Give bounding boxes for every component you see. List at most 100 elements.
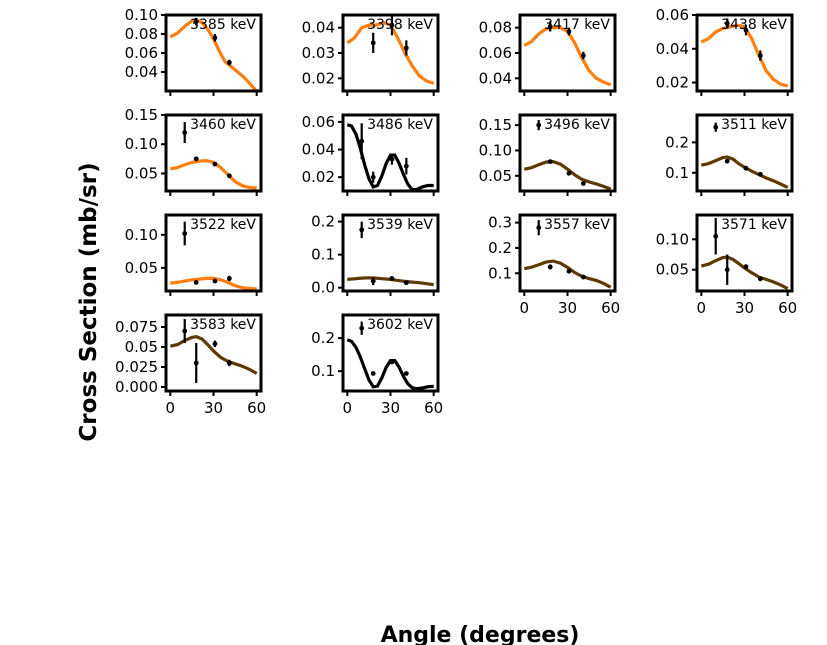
- y-tick-label: 0.05: [656, 261, 689, 279]
- data-point: [403, 163, 409, 169]
- fit-curve: [523, 259, 612, 289]
- x-tick-label: 0: [520, 299, 530, 317]
- subplot: 0.1 0.2 0 30 60 3602 keV: [311, 313, 443, 417]
- data-point: [403, 45, 409, 51]
- y-tick-label: 0.10: [479, 141, 512, 159]
- x-tick-label: 60: [424, 399, 443, 417]
- data-point: [389, 276, 395, 281]
- data-point: [743, 165, 749, 171]
- data-point: [743, 264, 749, 270]
- x-tick-label: 60: [601, 299, 620, 317]
- panel-energy-label: 3496 keV: [544, 117, 610, 133]
- y-tick-label: 0.15: [125, 106, 158, 124]
- subplot: 0.05 0.10 0.15 3460 keV: [125, 106, 263, 196]
- data-point: [359, 325, 365, 331]
- x-tick-label: 60: [247, 399, 266, 417]
- y-tick-label: 0.02: [302, 168, 335, 186]
- data-point: [212, 35, 218, 41]
- y-tick-label: 0.04: [125, 63, 158, 81]
- y-tick-label: 0.04: [302, 19, 335, 37]
- data-point: [226, 173, 232, 179]
- y-tick-label: 0.05: [125, 164, 158, 182]
- x-tick-label: 30: [204, 399, 223, 417]
- fit-curve: [170, 276, 257, 291]
- data-point: [370, 40, 376, 46]
- panel-energy-label: 3511 keV: [721, 117, 787, 133]
- data-point: [757, 276, 763, 282]
- data-point: [566, 29, 572, 34]
- subplot: 0.040.060.080.10 3385 keV: [125, 6, 263, 96]
- x-tick-label: 0: [697, 299, 707, 317]
- subplot: 0.02 0.03 0.04 3398 keV: [302, 13, 440, 96]
- data-point: [580, 181, 586, 186]
- y-tick-label: 0.06: [125, 44, 158, 62]
- y-tick-label: 0.02: [302, 69, 335, 87]
- panel-energy-label: 3539 keV: [367, 217, 433, 233]
- fit-curve: [169, 18, 258, 91]
- data-point: [182, 130, 188, 135]
- y-tick-label: 0.075: [115, 318, 158, 336]
- y-tick-label: 0.08: [479, 19, 512, 37]
- y-tick-label: 0.1: [311, 362, 335, 380]
- data-point: [566, 170, 572, 176]
- y-tick-label: 0.3: [488, 214, 512, 232]
- y-tick-label: 0.1: [665, 164, 689, 182]
- x-tick-label: 0: [166, 399, 176, 417]
- panel-energy-label: 3557 keV: [544, 217, 610, 233]
- data-point: [182, 328, 188, 334]
- panel-energy-label: 3438 keV: [721, 17, 787, 33]
- panel-energy-label: 3460 keV: [190, 117, 256, 133]
- panel-energy-label: 3583 keV: [190, 317, 256, 333]
- data-point: [536, 122, 542, 128]
- x-tick-label: 30: [558, 299, 577, 317]
- panel-energy-label: 3571 keV: [721, 217, 787, 233]
- data-point: [757, 53, 763, 58]
- panel-energy-label: 3486 keV: [367, 117, 433, 133]
- y-tick-label: 0.025: [115, 358, 158, 376]
- x-tick-label: 60: [778, 299, 797, 317]
- data-point: [580, 274, 586, 280]
- fit-curve: [169, 334, 258, 375]
- y-tick-label: 0.05: [479, 167, 512, 185]
- y-tick-label: 0.04: [302, 141, 335, 159]
- y-tick-label: 0.10: [125, 226, 158, 244]
- x-tick-label: 0: [343, 399, 353, 417]
- y-tick-label: 0.04: [479, 69, 512, 87]
- y-tick-label: 0.2: [665, 133, 689, 151]
- data-point: [547, 24, 553, 29]
- y-tick-label: 0.04: [656, 40, 689, 58]
- panel-energy-label: 3522 keV: [190, 217, 256, 233]
- subplot: 0.05 0.10 3522 keV: [125, 213, 263, 296]
- subplot: 0.02 0.04 0.06 3486 keV: [302, 113, 440, 196]
- data-point: [713, 124, 719, 130]
- y-tick-label: 0.06: [479, 44, 512, 62]
- data-point: [403, 371, 409, 376]
- panel-energy-label: 3385 keV: [190, 17, 256, 33]
- y-tick-label: 0.0: [311, 279, 335, 297]
- data-point: [212, 161, 218, 167]
- data-point: [566, 268, 572, 274]
- data-point: [182, 231, 188, 236]
- data-point: [757, 171, 763, 177]
- data-point: [226, 360, 232, 366]
- subplot: 0.1 0.2 3511 keV: [665, 113, 794, 196]
- panel-energy-label: 3602 keV: [367, 317, 433, 333]
- data-point: [547, 159, 553, 165]
- y-tick-label: 0.05: [125, 259, 158, 277]
- y-tick-label: 0.08: [125, 25, 158, 43]
- subplot: 0.05 0.10 0 30 60 3571 keV: [656, 213, 797, 317]
- data-point: [389, 156, 395, 162]
- data-point: [212, 278, 218, 284]
- fit-curve: [700, 23, 789, 88]
- data-point: [536, 225, 542, 231]
- data-point: [547, 264, 553, 270]
- y-tick-label: 0.10: [125, 135, 158, 153]
- data-point: [359, 138, 365, 144]
- y-tick-label: 0.2: [311, 329, 335, 347]
- data-point: [370, 174, 376, 180]
- data-point: [212, 341, 218, 347]
- y-tick-label: 0.03: [302, 44, 335, 62]
- fit-curve: [523, 26, 612, 87]
